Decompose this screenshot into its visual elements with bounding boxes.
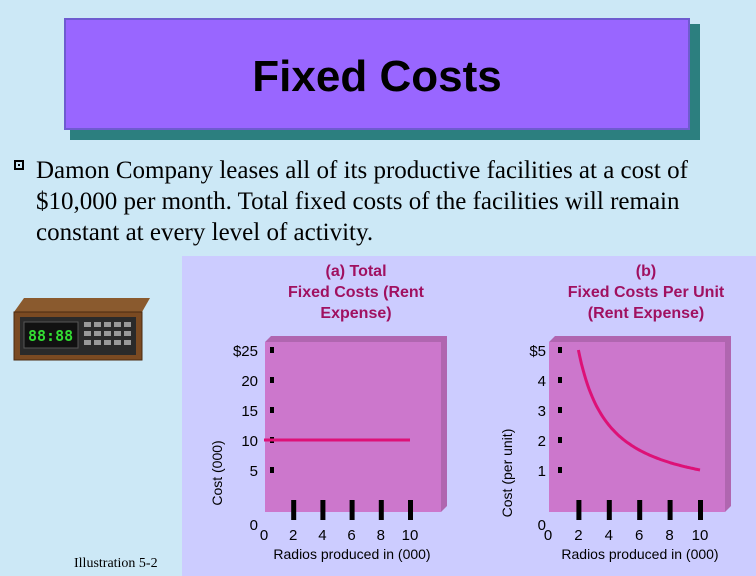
radio-top-panel: [14, 298, 150, 312]
y-tick-mark: [270, 377, 274, 383]
y-axis-label: Cost (000): [209, 440, 225, 505]
radio-display: [23, 321, 79, 349]
chart-title-line: Fixed Costs (Rent: [288, 284, 425, 301]
chart-title-line: Fixed Costs Per Unit: [568, 284, 725, 301]
y-tick-label: $25: [233, 343, 258, 360]
y-tick-mark: [558, 437, 562, 443]
x-tick-label: 6: [347, 527, 355, 544]
x-tick-label: 8: [377, 527, 385, 544]
radio-display-digits: 88:88: [28, 327, 73, 345]
x-tick-label: 0: [260, 527, 268, 544]
chart-title-line: (a) Total: [325, 263, 386, 280]
y-tick-mark: [270, 467, 274, 473]
plot-area: [549, 342, 725, 512]
radio-buttons: [84, 322, 131, 345]
x-tick-label: 6: [635, 527, 643, 544]
y-tick-mark: [558, 347, 562, 353]
x-axis-label: Radios produced in (000): [273, 546, 430, 562]
illustration-label: Illustration 5-2: [74, 556, 158, 571]
y-tick-label: 0: [538, 517, 546, 534]
plot-area: [265, 342, 441, 512]
x-tick-mark: [320, 500, 326, 520]
y-tick-label: 2: [538, 433, 546, 450]
series-line: [576, 349, 701, 472]
y-tick-label: 15: [241, 403, 258, 420]
x-tick-label: 4: [605, 527, 613, 544]
radio-illustration: 88:88: [13, 298, 150, 361]
x-tick-label: 4: [318, 527, 326, 544]
y-axis-label: Cost (per unit): [499, 429, 515, 518]
x-tick-mark: [576, 500, 582, 520]
y-tick-mark: [558, 407, 562, 413]
chart-title-line: (b): [636, 263, 656, 280]
x-tick-label: 10: [692, 527, 709, 544]
y-tick-mark: [270, 407, 274, 413]
y-tick-label: 4: [538, 373, 546, 390]
x-tick-mark: [408, 500, 413, 520]
x-tick-mark: [698, 500, 703, 520]
chart-title-line: Expense): [320, 305, 391, 322]
x-tick-label: 0: [544, 527, 552, 544]
y-tick-label: $5: [529, 343, 546, 360]
slide-title: Fixed Costs: [252, 52, 502, 101]
x-tick-label: 8: [665, 527, 673, 544]
x-tick-label: 2: [289, 527, 297, 544]
square-bullet-icon: [14, 160, 24, 170]
y-tick-mark: [558, 467, 562, 473]
y-tick-mark: [558, 377, 562, 383]
y-tick-label: 1: [538, 463, 546, 480]
x-tick-mark: [291, 500, 297, 520]
y-tick-label: 3: [538, 403, 546, 420]
x-tick-mark: [349, 500, 355, 520]
y-tick-label: 20: [241, 373, 258, 390]
y-tick-label: 10: [241, 433, 258, 450]
x-tick-mark: [637, 500, 643, 520]
x-tick-mark: [667, 500, 673, 520]
x-axis-label: Radios produced in (000): [561, 546, 718, 562]
bullet-paragraph: Damon Company leases all of its producti…: [14, 155, 744, 248]
x-tick-label: 10: [402, 527, 419, 544]
x-tick-mark: [378, 500, 384, 520]
chart-title-line: (Rent Expense): [588, 305, 704, 322]
y-tick-label: 0: [250, 517, 258, 534]
y-tick-mark: [270, 347, 274, 353]
title-banner: Fixed Costs: [64, 18, 690, 130]
x-tick-mark: [606, 500, 612, 520]
x-tick-label: 2: [574, 527, 582, 544]
y-tick-label: 5: [250, 463, 258, 480]
bullet-text: Damon Company leases all of its producti…: [36, 157, 688, 246]
